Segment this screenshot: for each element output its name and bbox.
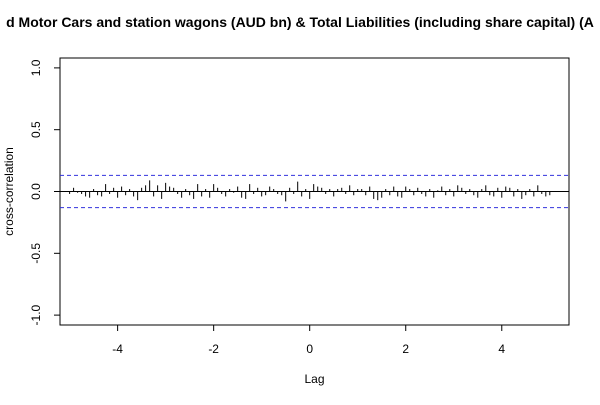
y-tick-label: -1.0 [29,304,43,325]
x-tick-label: -2 [208,342,219,356]
y-tick-label: 0.0 [29,183,43,200]
x-tick-label: 0 [306,342,313,356]
y-tick-label: 1.0 [29,59,43,76]
x-axis-label: Lag [304,372,324,386]
y-tick-label: 0.5 [29,121,43,138]
x-tick-label: -4 [112,342,123,356]
chart-title: d Motor Cars and station wagons (AUD bn)… [6,14,594,30]
bars-layer [69,180,551,202]
y-tick-label: -0.5 [29,243,43,264]
y-axis-label: cross-correlation [2,147,16,236]
axes-layer: -4 -2 0 2 4 -1.0 -0.5 0.0 0.5 1.0 [29,59,569,356]
x-tick-label: 2 [402,342,409,356]
x-tick-label: 4 [498,342,505,356]
